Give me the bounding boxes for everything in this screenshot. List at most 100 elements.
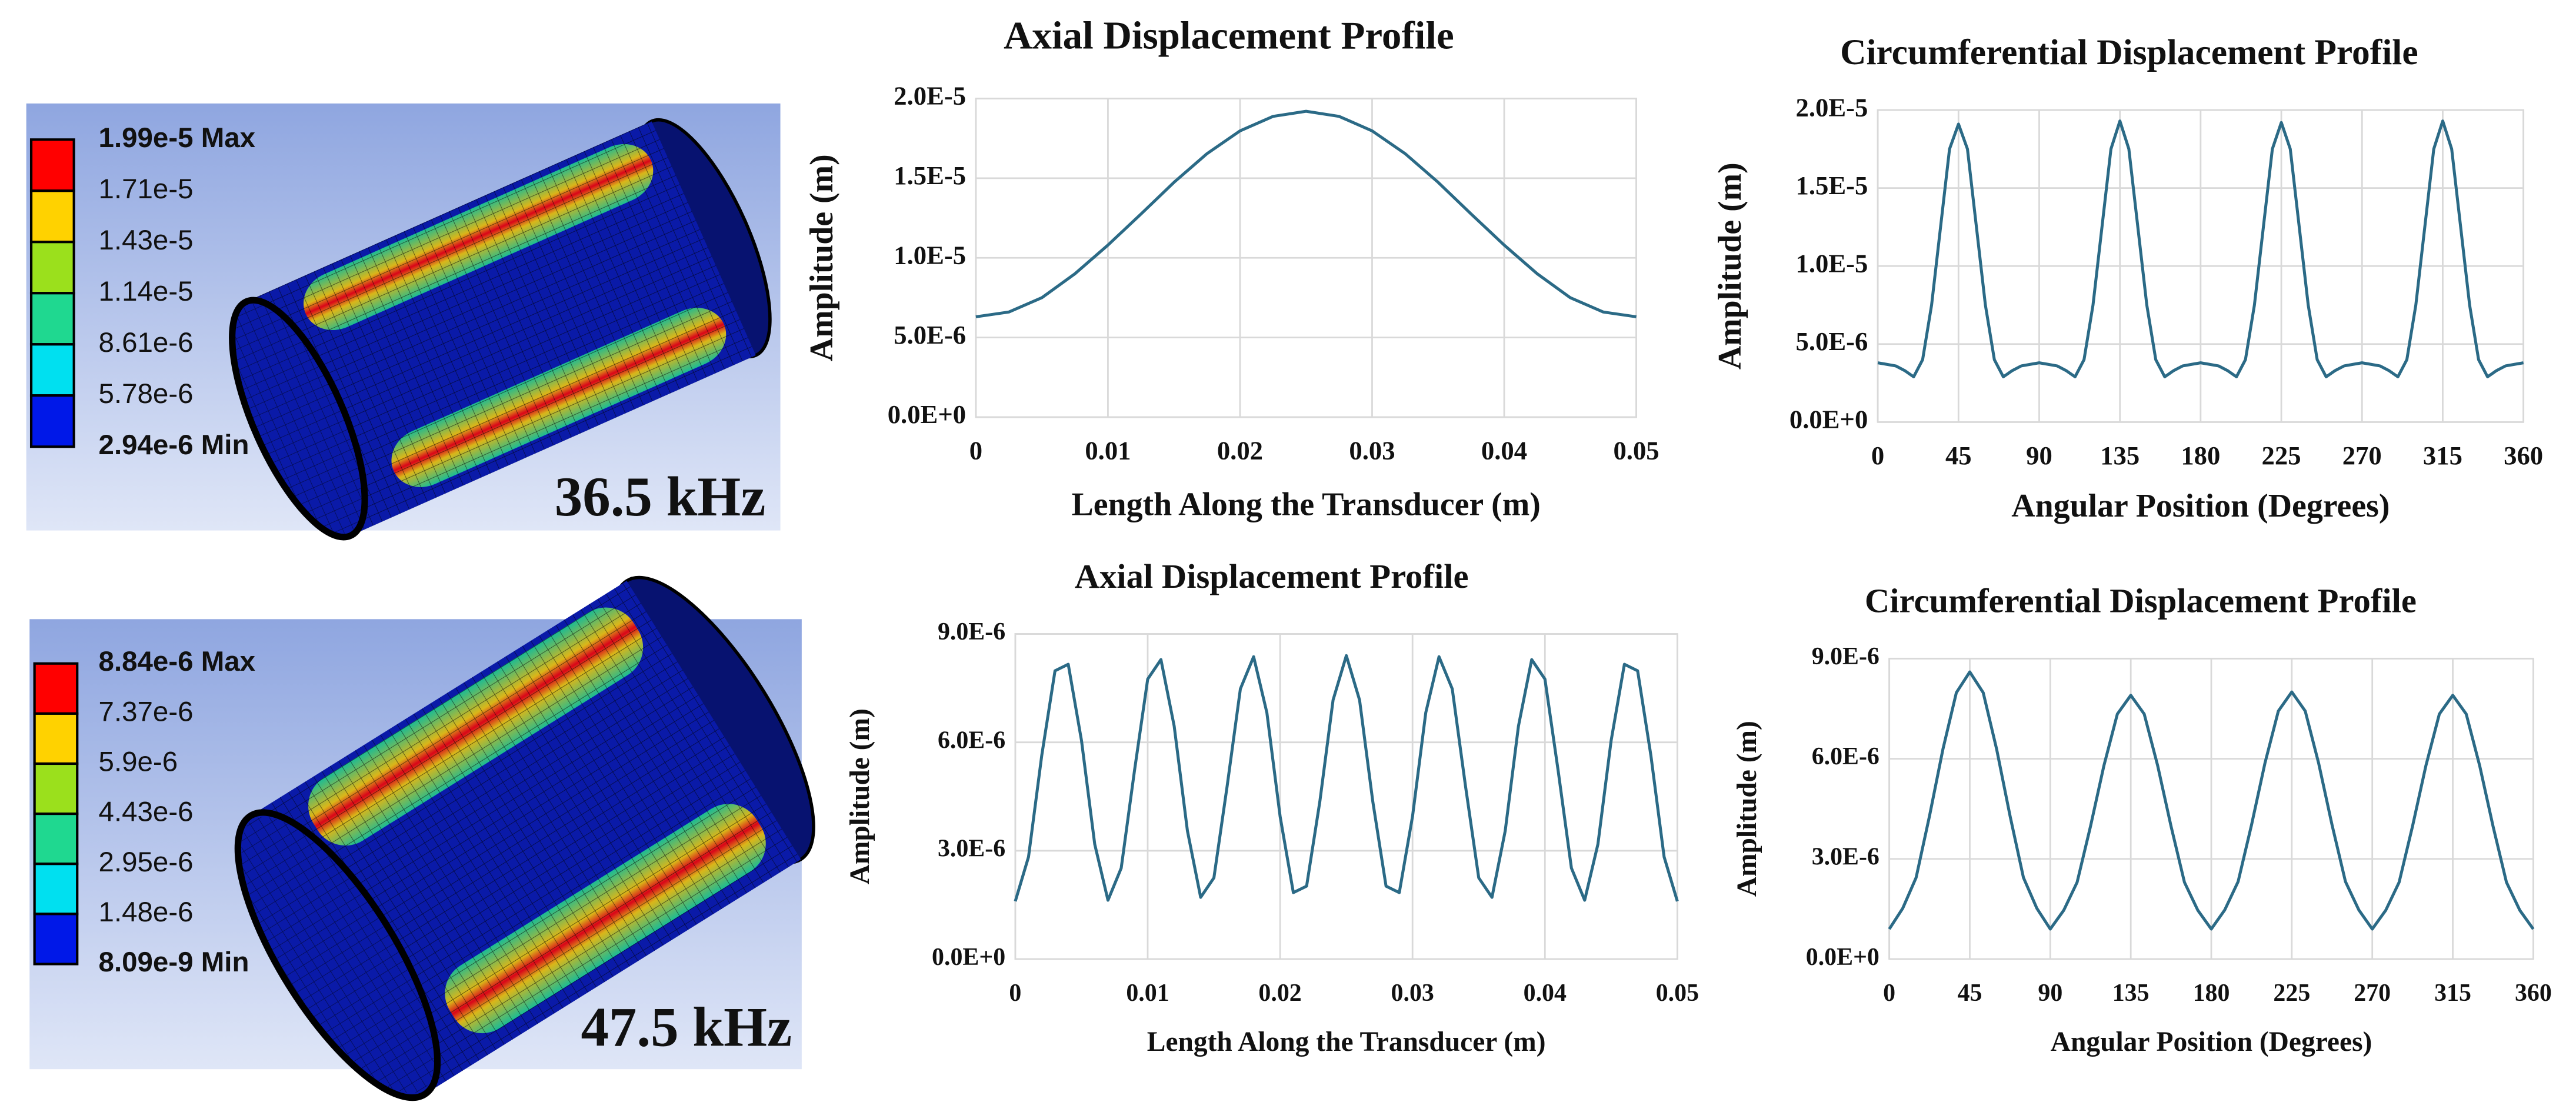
- data-line: [975, 109, 1637, 318]
- legend-swatch: [29, 189, 75, 244]
- y-tick-label: 3.0E-6: [1812, 843, 1879, 870]
- y-tick-label: 9.0E-6: [938, 618, 1005, 645]
- x-tick-label: 225: [2273, 980, 2310, 1007]
- y-tick-label: 2.0E-5: [1795, 92, 1868, 122]
- x-tick-label: 0.04: [1481, 436, 1527, 465]
- mesh: [246, 121, 756, 536]
- x-tick-label: 0: [1871, 441, 1884, 470]
- x-axis-label: Length Along the Transducer (m): [1147, 1027, 1546, 1057]
- y-tick-label: 2.0E-5: [894, 81, 966, 111]
- y-tick-label: 9.0E-6: [1812, 643, 1879, 670]
- frequency-label: 36.5 kHz: [555, 465, 766, 528]
- legend-label: 4.43e-6: [99, 797, 194, 828]
- x-tick-label: 315: [2434, 980, 2471, 1007]
- legend-swatch: [29, 241, 75, 295]
- x-tick-label: 0: [1883, 980, 1895, 1007]
- x-axis-label: Angular Position (Degrees): [2051, 1027, 2372, 1057]
- y-tick-label: 5.0E-6: [894, 320, 966, 349]
- x-tick-label: 0.02: [1217, 436, 1263, 465]
- x-tick-label: 0.03: [1349, 436, 1395, 465]
- y-tick-label: 6.0E-6: [1812, 743, 1879, 770]
- x-tick-label: 360: [2515, 980, 2552, 1007]
- y-tick-label: 0.0E+0: [888, 399, 966, 429]
- x-axis-label: Angular Position (Degrees): [2011, 488, 2390, 524]
- x-tick-label: 135: [2100, 441, 2140, 470]
- frequency-label: 47.5 kHz: [581, 996, 792, 1058]
- y-tick-label: 5.0E-6: [1795, 327, 1868, 356]
- cylinder-front-mesh: [235, 304, 362, 534]
- y-tick-label: 1.5E-5: [1795, 171, 1868, 200]
- legend-label: 2.95e-6: [99, 847, 194, 878]
- x-tick-label: 0: [969, 436, 982, 465]
- y-axis-label: Amplitude (m): [845, 708, 875, 884]
- legend-label: 5.78e-6: [99, 378, 194, 409]
- chart-title: Axial Displacement Profile: [1004, 14, 1454, 57]
- legend-swatch: [29, 138, 75, 192]
- x-tick-label: 270: [2354, 980, 2391, 1007]
- y-tick-label: 0.0E+0: [1806, 944, 1879, 971]
- x-tick-label: 225: [2262, 441, 2301, 470]
- legend-swatch: [33, 662, 79, 715]
- legend-label: 2.94e-6 Min: [99, 430, 249, 461]
- y-tick-label: 1.0E-5: [1795, 248, 1868, 278]
- cylinder-front-mesh: [241, 817, 434, 1094]
- legend-label: 1.48e-6: [99, 897, 194, 928]
- legend-swatch: [33, 712, 79, 765]
- x-tick-label: 0.05: [1656, 980, 1699, 1007]
- plot-area: [1014, 633, 1678, 960]
- y-tick-label: 0.0E+0: [932, 944, 1005, 971]
- y-tick-label: 6.0E-6: [938, 727, 1005, 754]
- x-tick-label: 135: [2112, 980, 2150, 1007]
- y-tick-label: 1.5E-5: [894, 161, 966, 190]
- chart-title: Axial Displacement Profile: [1075, 557, 1469, 595]
- x-tick-label: 270: [2342, 441, 2382, 470]
- x-tick-label: 360: [2504, 441, 2543, 470]
- legend-swatch: [29, 292, 75, 346]
- x-tick-label: 180: [2181, 441, 2220, 470]
- chart-title: Circumferential Displacement Profile: [1865, 582, 2417, 620]
- x-tick-label: 0.01: [1085, 436, 1131, 465]
- legend-label: 1.71e-5: [99, 174, 194, 205]
- legend-label: 5.9e-6: [99, 747, 178, 778]
- x-tick-label: 0.03: [1391, 980, 1434, 1007]
- cylinder: [229, 118, 772, 541]
- y-tick-label: 1.0E-5: [894, 241, 966, 270]
- x-tick-label: 45: [1945, 441, 1972, 470]
- x-tick-label: 180: [2193, 980, 2230, 1007]
- legend-swatch: [33, 863, 79, 915]
- y-tick-label: 0.0E+0: [1789, 405, 1868, 434]
- legend-label: 8.84e-6 Max: [99, 646, 256, 677]
- x-tick-label: 0.01: [1126, 980, 1169, 1007]
- x-tick-label: 0.02: [1258, 980, 1301, 1007]
- x-tick-label: 0.04: [1524, 980, 1567, 1007]
- legend-label: 8.09e-9 Min: [99, 947, 249, 978]
- data-line: [1014, 654, 1679, 902]
- legend-swatch: [33, 813, 79, 865]
- x-tick-label: 90: [2026, 441, 2052, 470]
- legend-swatch: [29, 394, 75, 448]
- legend-label: 1.99e-5 Max: [99, 122, 256, 154]
- data-line: [1888, 670, 2535, 931]
- cylinder: [234, 575, 815, 1101]
- legend-label: 7.37e-6: [99, 696, 194, 727]
- x-tick-label: 0.05: [1613, 436, 1659, 465]
- legend-label: 1.14e-5: [99, 276, 194, 307]
- legend-label: 8.61e-6: [99, 327, 194, 358]
- legend-swatch: [29, 343, 75, 397]
- x-tick-label: 315: [2423, 441, 2462, 470]
- legend-swatch: [33, 913, 79, 966]
- data-line: [1877, 119, 2524, 378]
- x-tick-label: 45: [1958, 980, 1982, 1007]
- y-axis-label: Amplitude (m): [1732, 721, 1762, 897]
- y-axis-label: Amplitude (m): [1712, 162, 1748, 369]
- x-tick-label: 0: [1009, 980, 1021, 1007]
- legend-label: 1.43e-5: [99, 225, 194, 256]
- x-tick-label: 90: [2038, 980, 2062, 1007]
- y-axis-label: Amplitude (m): [804, 154, 840, 361]
- legend-swatch: [33, 762, 79, 815]
- chart-title: Circumferential Displacement Profile: [1840, 32, 2418, 72]
- x-axis-label: Length Along the Transducer (m): [1072, 486, 1541, 522]
- y-tick-label: 3.0E-6: [938, 835, 1005, 863]
